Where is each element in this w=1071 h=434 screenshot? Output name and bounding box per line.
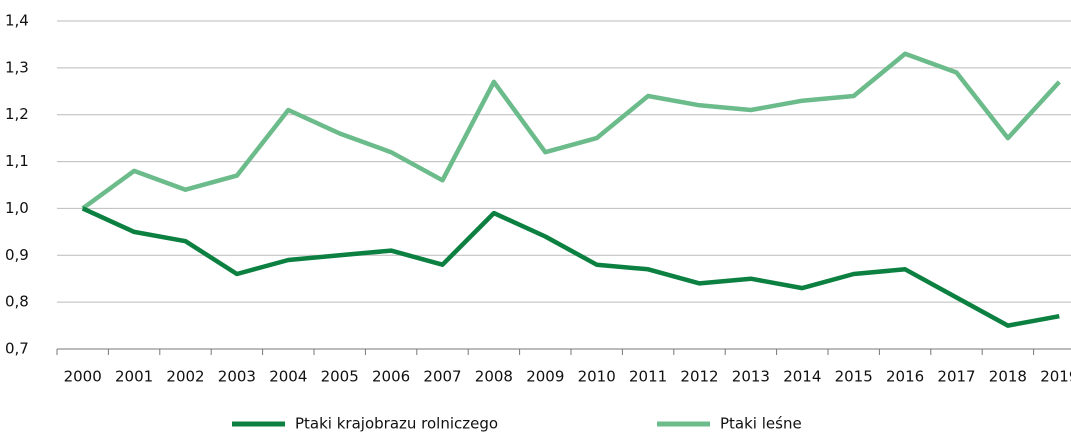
x-tick-label: 2008 [475, 368, 513, 386]
x-tick-label: 2016 [886, 368, 924, 386]
x-tick-label: 2005 [321, 368, 359, 386]
x-tick-label: 2014 [783, 368, 821, 386]
y-tick-label: 1,1 [5, 152, 29, 170]
x-tick-label: 2001 [115, 368, 153, 386]
line-series [81, 51, 1061, 211]
x-tick-label: 2012 [680, 368, 718, 386]
y-tick-label: 1,0 [5, 199, 29, 217]
x-tick-label: 2004 [269, 368, 307, 386]
y-tick-label: 1,3 [5, 58, 29, 76]
x-tick-label: 2010 [578, 368, 616, 386]
x-tick-label: 2017 [937, 368, 975, 386]
x-tick-label: 2011 [629, 368, 667, 386]
x-tick-label: 2006 [372, 368, 410, 386]
y-tick-label: 0,7 [5, 340, 29, 358]
x-tick-label: 2007 [423, 368, 461, 386]
x-tick-label: 2000 [64, 368, 102, 386]
y-tick-label: 1,2 [5, 105, 29, 123]
x-tick-label: 2018 [989, 368, 1027, 386]
y-tick-label: 0,8 [5, 293, 29, 311]
x-tick-label: 2013 [732, 368, 770, 386]
y-tick-label: 0,9 [5, 246, 29, 264]
x-tick-label: 2002 [166, 368, 204, 386]
x-tick-label: 2015 [835, 368, 873, 386]
line-series [81, 206, 1060, 328]
x-tick-label: 2003 [218, 368, 256, 386]
x-tick-label: 2019 [1040, 368, 1071, 386]
x-tick-label: 2009 [526, 368, 564, 386]
y-tick-label: 1,4 [5, 12, 29, 30]
legend-label: Ptaki krajobrazu rolniczego [295, 415, 498, 433]
legend-label: Ptaki leśne [720, 415, 802, 433]
